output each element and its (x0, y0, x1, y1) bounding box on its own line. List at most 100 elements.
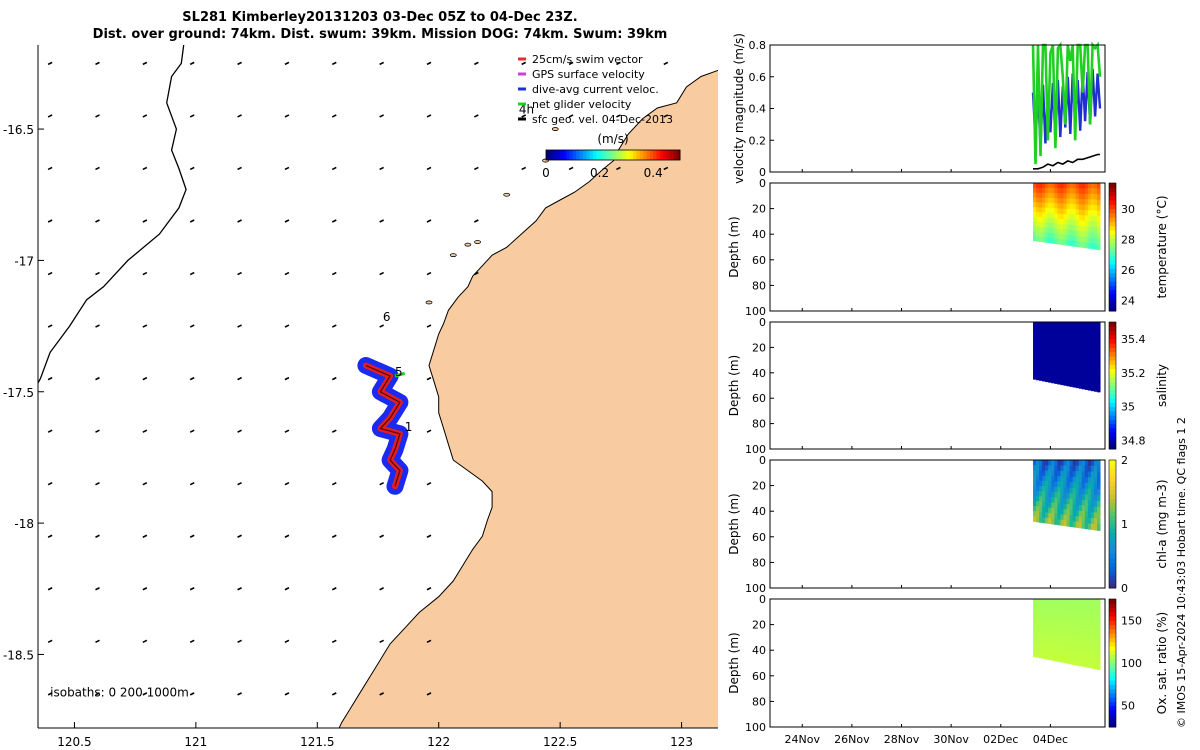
profile-cell (1093, 622, 1098, 629)
colorbar-segment (1109, 298, 1116, 303)
profile-cell (1069, 359, 1074, 366)
profile-cell (1075, 322, 1080, 328)
profile-cell (1033, 231, 1037, 237)
y-tick-label: 100 (745, 305, 766, 318)
velocity-arrow (189, 587, 195, 591)
profile-cell (1081, 499, 1086, 507)
velocity-arrow (142, 324, 148, 328)
profile-cell (1084, 215, 1089, 222)
velocity-arrow (568, 114, 574, 118)
colorbar-segment (1109, 688, 1116, 694)
profile-cell (1075, 615, 1080, 622)
profile-cell (1093, 610, 1098, 617)
colorbar-segment (1109, 650, 1116, 655)
profile-cell (1093, 362, 1098, 369)
profile-cell (1081, 638, 1086, 645)
profile-cell (1036, 231, 1040, 237)
profile-cell (1057, 465, 1061, 472)
profile-cell (1039, 633, 1043, 639)
profile-cell (1036, 212, 1040, 218)
profile-cell (1093, 518, 1098, 525)
profile-cell (1069, 482, 1074, 489)
colorbar-label: temperature (°C) (1155, 196, 1169, 299)
colorbar-segment (1109, 460, 1116, 465)
profile-cell (1084, 322, 1089, 329)
profile-cell (1036, 496, 1040, 502)
profile-cell (1039, 365, 1043, 372)
profile-cell (1054, 502, 1058, 509)
profile-cell (1090, 517, 1095, 525)
profile-cell (1036, 599, 1040, 605)
profile-cell (1057, 218, 1061, 225)
x-tick-label: 04Dec (1033, 733, 1068, 746)
profile-cell (1078, 322, 1083, 329)
profile-cell (1039, 603, 1043, 610)
profile-cell (1093, 471, 1098, 478)
profile-cell (1081, 494, 1086, 501)
profile-cell (1081, 632, 1086, 639)
footer-credit: © IMOS 15-Apr-2024 10:43:03 Hobart time.… (1175, 417, 1188, 728)
profile-cell (1084, 220, 1089, 227)
profile-cell (1066, 609, 1071, 616)
profile-cell (1033, 355, 1037, 361)
colorbar-segment (1109, 616, 1116, 621)
profile-cell (1048, 372, 1052, 378)
profile-cell (1096, 232, 1101, 239)
colorbar-tick-label: 1 (1121, 518, 1128, 531)
velocity-arrow (426, 639, 432, 644)
profile-cell (1039, 623, 1043, 629)
velocity-arrow (331, 219, 337, 223)
colorbar-segment (1109, 502, 1116, 508)
profile-cell (1057, 322, 1061, 328)
colorbar-tick-label: 35.2 (1121, 367, 1146, 380)
velocity-arrow (95, 61, 100, 66)
y-tick-label: 100 (745, 443, 766, 456)
profile-cell (1033, 460, 1037, 466)
profile-cell (1057, 188, 1061, 194)
velocity-arrow (426, 219, 432, 223)
colorbar-segment (1109, 714, 1116, 719)
profile-cell (1033, 613, 1037, 619)
profile-cell (1042, 603, 1046, 610)
profile-cell (1039, 341, 1043, 347)
profile-cell (1060, 651, 1064, 658)
velocity-arrow (284, 376, 290, 381)
profile-cell (1054, 362, 1058, 369)
profile-cell (1063, 353, 1068, 360)
profile-cell (1060, 519, 1064, 526)
profile-cell (1096, 188, 1101, 195)
hour-label: 6 (383, 310, 391, 324)
colorbar-segment (1109, 217, 1116, 222)
profile-cell (1060, 203, 1064, 210)
profile-cell (1036, 221, 1040, 228)
profile-cell (1069, 338, 1074, 344)
profile-cell (1081, 511, 1086, 518)
profile-cell (1090, 645, 1095, 652)
profile-cell (1045, 481, 1049, 487)
profile-cell (1084, 610, 1089, 617)
profile-cell (1081, 471, 1086, 478)
velocity-arrow (189, 692, 195, 696)
profile-cell (1033, 345, 1037, 352)
colorbar-segment (1109, 389, 1116, 395)
profile-cell (1081, 327, 1086, 334)
profile-cell (1072, 653, 1077, 660)
velocity-arrow (616, 61, 621, 66)
velocity-arrow (95, 166, 100, 171)
profile-cell (1045, 346, 1049, 353)
profile-cell (1054, 208, 1058, 214)
velocity-arrow (95, 324, 100, 328)
velocity-arrow (663, 166, 669, 171)
profile-cell (1075, 476, 1080, 483)
profile-cell (1093, 333, 1098, 340)
velocity-arrow (47, 114, 53, 118)
profile-cell (1090, 471, 1095, 478)
velocity-arrow (237, 429, 242, 433)
profile-cell (1048, 227, 1052, 234)
velocity-arrow (47, 481, 53, 486)
profile-cell (1036, 360, 1040, 366)
profile-cell (1072, 343, 1077, 350)
profile-cell (1042, 628, 1046, 635)
profile-cell (1084, 477, 1089, 484)
profile-cell (1069, 214, 1074, 221)
